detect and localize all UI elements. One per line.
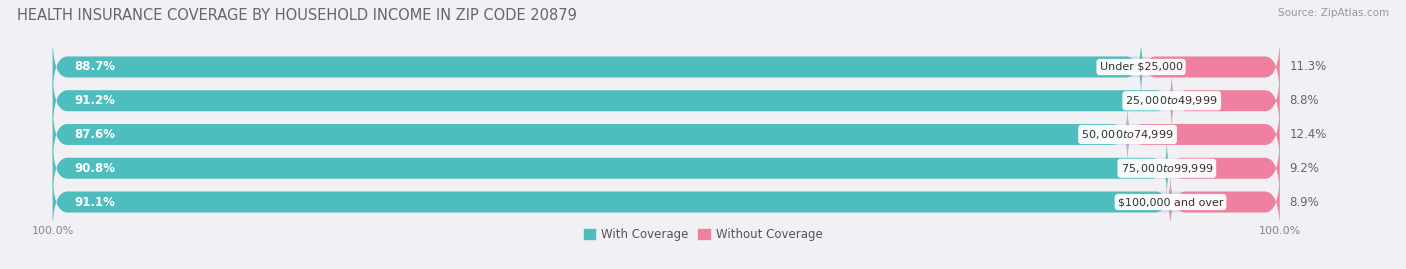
Text: $75,000 to $99,999: $75,000 to $99,999 <box>1121 162 1213 175</box>
Text: 91.1%: 91.1% <box>75 196 115 208</box>
FancyBboxPatch shape <box>52 172 1171 232</box>
FancyBboxPatch shape <box>52 172 1279 232</box>
FancyBboxPatch shape <box>52 138 1167 198</box>
Text: $25,000 to $49,999: $25,000 to $49,999 <box>1125 94 1218 107</box>
FancyBboxPatch shape <box>1171 71 1279 131</box>
Text: HEALTH INSURANCE COVERAGE BY HOUSEHOLD INCOME IN ZIP CODE 20879: HEALTH INSURANCE COVERAGE BY HOUSEHOLD I… <box>17 8 576 23</box>
FancyBboxPatch shape <box>52 37 1142 97</box>
FancyBboxPatch shape <box>1128 104 1279 165</box>
Text: Source: ZipAtlas.com: Source: ZipAtlas.com <box>1278 8 1389 18</box>
FancyBboxPatch shape <box>52 138 1279 198</box>
Text: 9.2%: 9.2% <box>1289 162 1319 175</box>
Text: 8.9%: 8.9% <box>1289 196 1319 208</box>
FancyBboxPatch shape <box>1167 138 1279 198</box>
FancyBboxPatch shape <box>52 104 1279 165</box>
FancyBboxPatch shape <box>52 37 1279 97</box>
Text: 12.4%: 12.4% <box>1289 128 1327 141</box>
Text: Under $25,000: Under $25,000 <box>1099 62 1182 72</box>
Text: 90.8%: 90.8% <box>75 162 115 175</box>
FancyBboxPatch shape <box>52 71 1171 131</box>
Text: 88.7%: 88.7% <box>75 61 115 73</box>
Text: 91.2%: 91.2% <box>75 94 115 107</box>
FancyBboxPatch shape <box>52 71 1279 131</box>
Text: $50,000 to $74,999: $50,000 to $74,999 <box>1081 128 1174 141</box>
Text: 11.3%: 11.3% <box>1289 61 1327 73</box>
Text: 87.6%: 87.6% <box>75 128 115 141</box>
Text: 8.8%: 8.8% <box>1289 94 1319 107</box>
FancyBboxPatch shape <box>1171 172 1279 232</box>
Legend: With Coverage, Without Coverage: With Coverage, Without Coverage <box>579 223 827 246</box>
Text: $100,000 and over: $100,000 and over <box>1118 197 1223 207</box>
FancyBboxPatch shape <box>1142 37 1279 97</box>
FancyBboxPatch shape <box>52 104 1128 165</box>
